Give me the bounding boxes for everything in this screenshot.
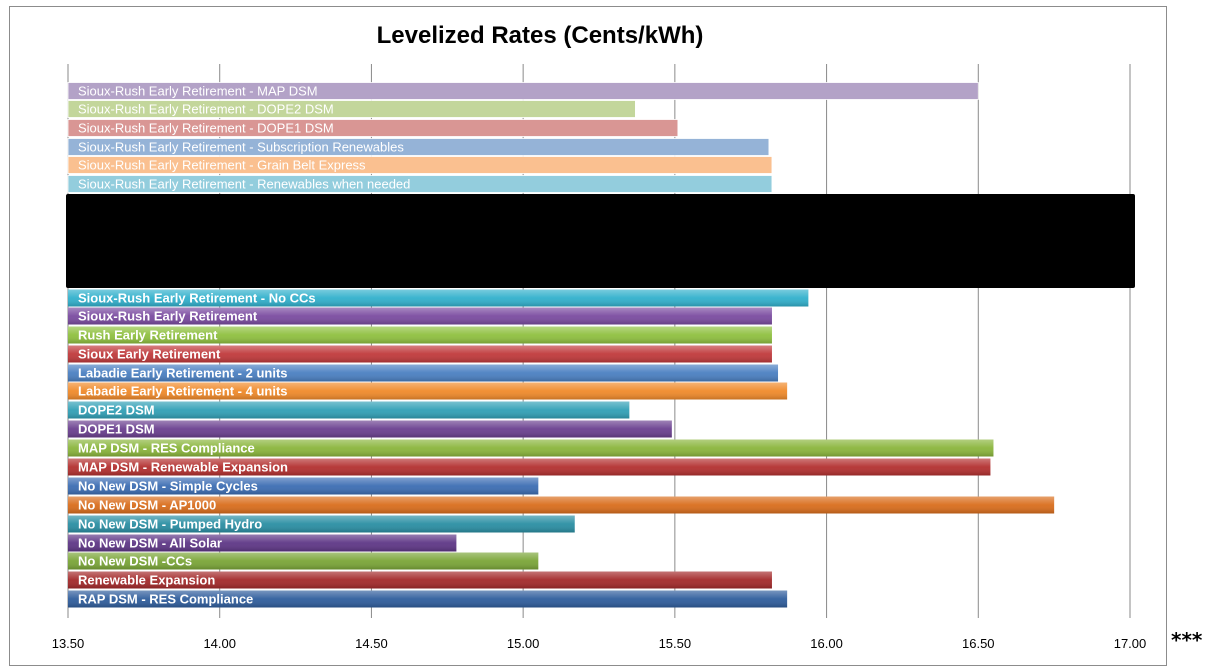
bar-chart: Levelized Rates (Cents/kWh) Sioux-Rush E… xyxy=(52,22,1147,651)
x-tick-label: 14.00 xyxy=(203,636,236,651)
bar-shading xyxy=(68,345,772,363)
bar-label: Sioux-Rush Early Retirement - Renewables… xyxy=(78,177,410,192)
x-tick-label: 14.50 xyxy=(355,636,388,651)
bars: Sioux-Rush Early Retirement - MAP DSM Sio… xyxy=(67,82,1055,608)
bar-shading xyxy=(68,326,772,344)
redacted-region xyxy=(66,194,1135,288)
bar-label: No New DSM -CCs xyxy=(78,554,192,569)
x-tick-label: 16.00 xyxy=(810,636,843,651)
bar-label: Labadie Early Retirement - 2 units xyxy=(78,366,288,381)
bar-label: Sioux Early Retirement xyxy=(78,347,221,362)
chart-title: Levelized Rates (Cents/kWh) xyxy=(377,22,704,49)
bar-label: No New DSM - Simple Cycles xyxy=(78,479,258,494)
bar-shading xyxy=(68,401,630,419)
bar-label: RAP DSM - RES Compliance xyxy=(78,592,253,607)
bar-label: DOPE2 DSM xyxy=(78,403,155,418)
x-axis-ticks: 13.50 14.00 14.50 15.00 15.50 16.00 16.50 17.00 xyxy=(52,636,1147,651)
footnote-asterisks: *** xyxy=(1171,628,1203,652)
bar-shading xyxy=(68,289,809,307)
x-tick-label: 15.50 xyxy=(659,636,692,651)
bar xyxy=(67,119,679,137)
bar-label: DOPE1 DSM xyxy=(78,422,155,437)
bar-label: Sioux-Rush Early Retirement - Grain Belt… xyxy=(78,158,366,173)
bar-label: Sioux-Rush Early Retirement xyxy=(78,309,258,324)
bar-shading xyxy=(68,439,994,457)
bar-label: Sioux-Rush Early Retirement - Subscripti… xyxy=(78,140,404,155)
bar xyxy=(67,82,979,100)
bar-label: Sioux-Rush Early Retirement - No CCs xyxy=(78,291,316,306)
bar xyxy=(67,175,773,193)
bar-shading xyxy=(68,458,991,476)
bar-label: No New DSM - Pumped Hydro xyxy=(78,517,262,532)
bar-shading xyxy=(68,571,772,589)
bar-label: Sioux-Rush Early Retirement - DOPE2 DSM xyxy=(78,102,334,117)
bar-label: Renewable Expansion xyxy=(78,573,215,588)
bar-shading xyxy=(68,382,788,400)
x-tick-label: 15.00 xyxy=(507,636,540,651)
bar-shading xyxy=(68,552,539,570)
bar-shading xyxy=(68,590,788,608)
redaction-box xyxy=(66,194,1135,288)
bar xyxy=(67,138,770,156)
bar-shading xyxy=(68,477,539,495)
bar-shading xyxy=(68,364,779,382)
bar-label: Sioux-Rush Early Retirement - DOPE1 DSM xyxy=(78,121,334,136)
bar-label: MAP DSM - Renewable Expansion xyxy=(78,460,288,475)
bar-label: No New DSM - All Solar xyxy=(78,536,222,551)
bar-shading xyxy=(68,307,772,325)
bar-label: No New DSM - AP1000 xyxy=(78,498,216,513)
bar-label: MAP DSM - RES Compliance xyxy=(78,441,255,456)
bar-shading xyxy=(68,420,672,438)
bar-shading xyxy=(68,515,575,533)
bar-label: Labadie Early Retirement - 4 units xyxy=(78,384,288,399)
x-tick-label: 17.00 xyxy=(1114,636,1147,651)
bar-shading xyxy=(68,496,1055,514)
x-tick-label: 13.50 xyxy=(52,636,85,651)
bar xyxy=(67,100,636,118)
bar-label: Rush Early Retirement xyxy=(78,328,218,343)
bar xyxy=(67,156,773,174)
x-tick-label: 16.50 xyxy=(962,636,995,651)
bar-label: Sioux-Rush Early Retirement - MAP DSM xyxy=(78,84,318,99)
bar-shading xyxy=(68,534,457,552)
